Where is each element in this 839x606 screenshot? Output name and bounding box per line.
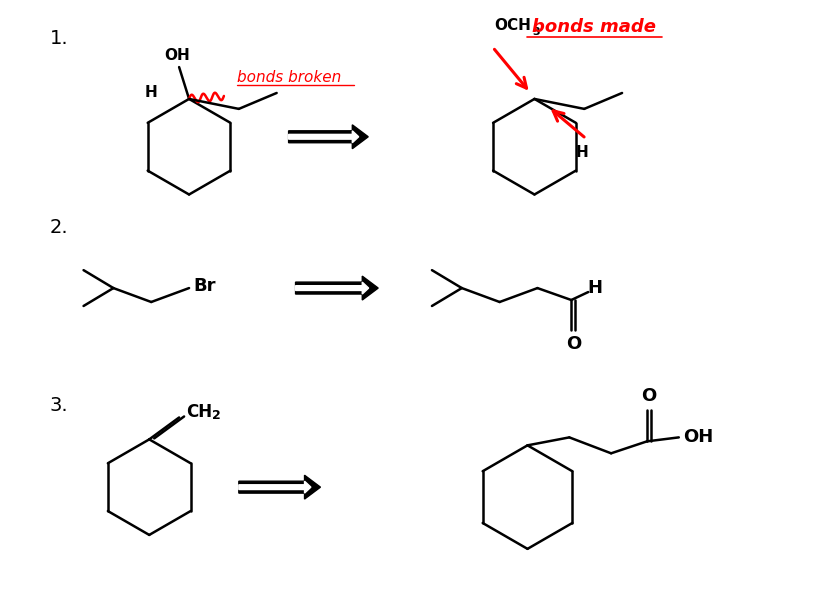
Text: H: H bbox=[576, 145, 589, 160]
Polygon shape bbox=[289, 131, 359, 143]
Text: OH: OH bbox=[683, 428, 713, 447]
Text: bonds made: bonds made bbox=[532, 18, 656, 36]
Text: 1.: 1. bbox=[50, 29, 68, 48]
Text: H: H bbox=[587, 279, 602, 297]
Polygon shape bbox=[295, 276, 378, 300]
Polygon shape bbox=[295, 282, 368, 294]
Text: OH: OH bbox=[164, 48, 190, 63]
Text: O: O bbox=[641, 387, 657, 405]
Text: 2.: 2. bbox=[50, 218, 68, 238]
Polygon shape bbox=[289, 125, 368, 148]
Polygon shape bbox=[239, 475, 320, 499]
Text: CH: CH bbox=[186, 402, 212, 421]
Text: OCH: OCH bbox=[495, 18, 532, 33]
Text: H: H bbox=[145, 85, 158, 101]
Text: Br: Br bbox=[193, 277, 216, 295]
Text: 2: 2 bbox=[212, 409, 221, 422]
Text: O: O bbox=[565, 335, 581, 353]
Polygon shape bbox=[239, 481, 311, 493]
Text: 3: 3 bbox=[533, 27, 540, 37]
Text: 3.: 3. bbox=[50, 396, 68, 415]
Text: bonds broken: bonds broken bbox=[237, 70, 341, 85]
